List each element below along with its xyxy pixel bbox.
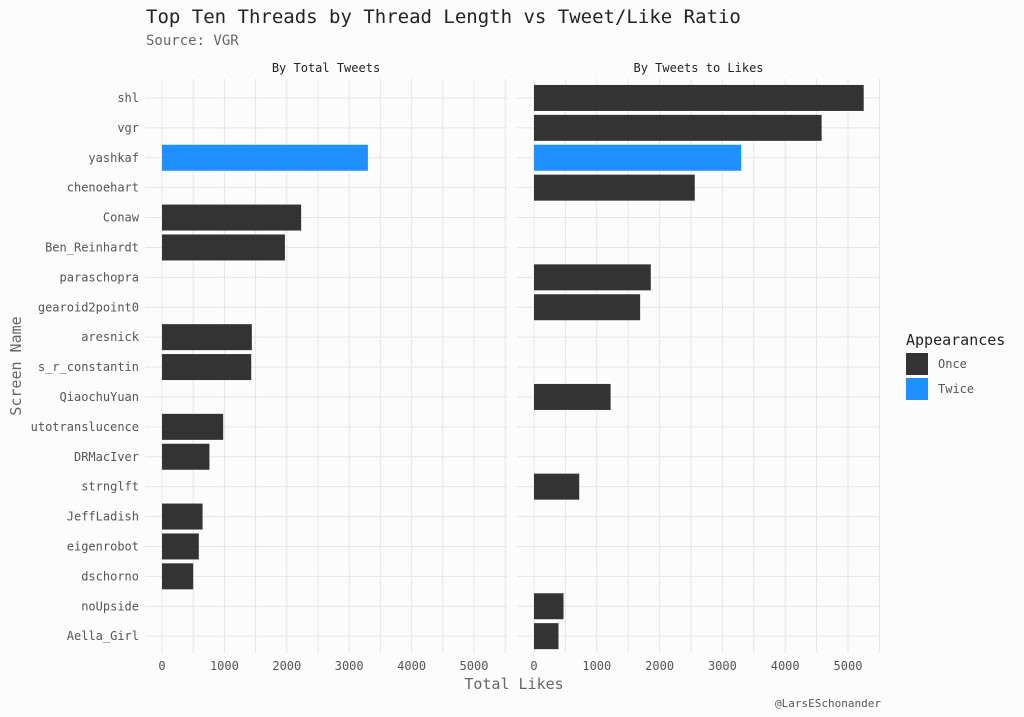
bar-Conaw xyxy=(162,204,302,231)
chart-title: Top Ten Threads by Thread Length vs Twee… xyxy=(146,6,741,28)
category-label: yashkaf xyxy=(88,151,139,165)
category-label: shl xyxy=(117,91,139,105)
category-label: QiaochuYuan xyxy=(60,390,139,404)
facet-panel: By Tweets to Likes 0 1000 2000 3000 4000 5000 xyxy=(517,61,880,673)
legend-label: Twice xyxy=(938,382,974,396)
x-axis-title: Total Likes xyxy=(464,675,563,693)
category-label: Conaw xyxy=(103,211,140,225)
x-tick-label: 3000 xyxy=(335,659,364,673)
category-label: strnglft xyxy=(81,480,139,494)
bar-vgr xyxy=(534,114,822,141)
facet-label: By Total Tweets xyxy=(272,61,380,75)
bar-shl xyxy=(534,84,864,111)
bar-dschorno xyxy=(162,563,194,590)
legend: Appearances Once Twice xyxy=(906,331,1005,400)
category-label: vgr xyxy=(117,121,139,135)
x-tick-label: 0 xyxy=(158,659,165,673)
category-label: Ben_Reinhardt xyxy=(45,240,139,254)
bar-yashkaf xyxy=(162,144,368,171)
category-label: Aella_Girl xyxy=(67,629,139,643)
x-tick-label: 4000 xyxy=(771,659,800,673)
category-label: DRMacIver xyxy=(74,450,139,464)
category-label: s_r_constantin xyxy=(38,360,139,374)
legend-title: Appearances xyxy=(906,331,1005,349)
category-label: paraschopra xyxy=(60,270,139,284)
facet-panel: By Total Tweets 0 1000 2000 3000 4000 5000 xyxy=(145,61,507,673)
chart-caption: @LarsESchonander xyxy=(775,697,881,710)
bar-gearoid2point0 xyxy=(534,294,641,321)
category-labels: shl vgr yashkaf chenoehart Conaw Ben_Reinhard… xyxy=(31,91,140,643)
x-tick-label: 3000 xyxy=(708,659,737,673)
bar-JeffLadish xyxy=(162,503,203,530)
bar-chenoehart xyxy=(534,174,695,201)
bar-DRMacIver xyxy=(162,443,210,470)
bar-noUpside xyxy=(534,593,564,620)
bar-eigenrobot xyxy=(162,533,199,560)
legend-swatch xyxy=(906,353,928,375)
chart-subtitle: Source: VGR xyxy=(146,33,239,49)
x-tick-label: 0 xyxy=(530,659,537,673)
legend-swatch xyxy=(906,378,928,400)
y-axis-title: Screen Name xyxy=(7,316,25,415)
category-label: aresnick xyxy=(81,330,140,344)
legend-label: Once xyxy=(938,357,967,371)
x-tick-label: 1000 xyxy=(582,659,611,673)
bar-yashkaf xyxy=(534,144,742,171)
category-label: gearoid2point0 xyxy=(38,300,139,314)
x-tick-label: 2000 xyxy=(645,659,674,673)
category-label: noUpside xyxy=(81,599,139,613)
bar-Ben_Reinhardt xyxy=(162,234,285,261)
category-label: eigenrobot xyxy=(67,539,139,553)
bar-QiaochuYuan xyxy=(534,383,611,410)
category-label: dschorno xyxy=(81,569,139,583)
category-label: JeffLadish xyxy=(67,510,139,524)
bar-paraschopra xyxy=(534,264,651,291)
x-tick-label: 2000 xyxy=(272,659,301,673)
bar-strnglft xyxy=(534,473,580,500)
x-tick-label: 5000 xyxy=(460,659,489,673)
x-tick-label: 5000 xyxy=(834,659,863,673)
category-label: utotranslucence xyxy=(31,420,139,434)
x-tick-label: 1000 xyxy=(210,659,239,673)
x-tick-label: 4000 xyxy=(397,659,426,673)
facet-label: By Tweets to Likes xyxy=(633,61,763,75)
bar-s_r_constantin xyxy=(162,354,252,381)
bar-aresnick xyxy=(162,324,252,351)
category-label: chenoehart xyxy=(67,181,139,195)
bar-utotranslucence xyxy=(162,413,224,440)
bar-Aella_Girl xyxy=(534,623,559,650)
